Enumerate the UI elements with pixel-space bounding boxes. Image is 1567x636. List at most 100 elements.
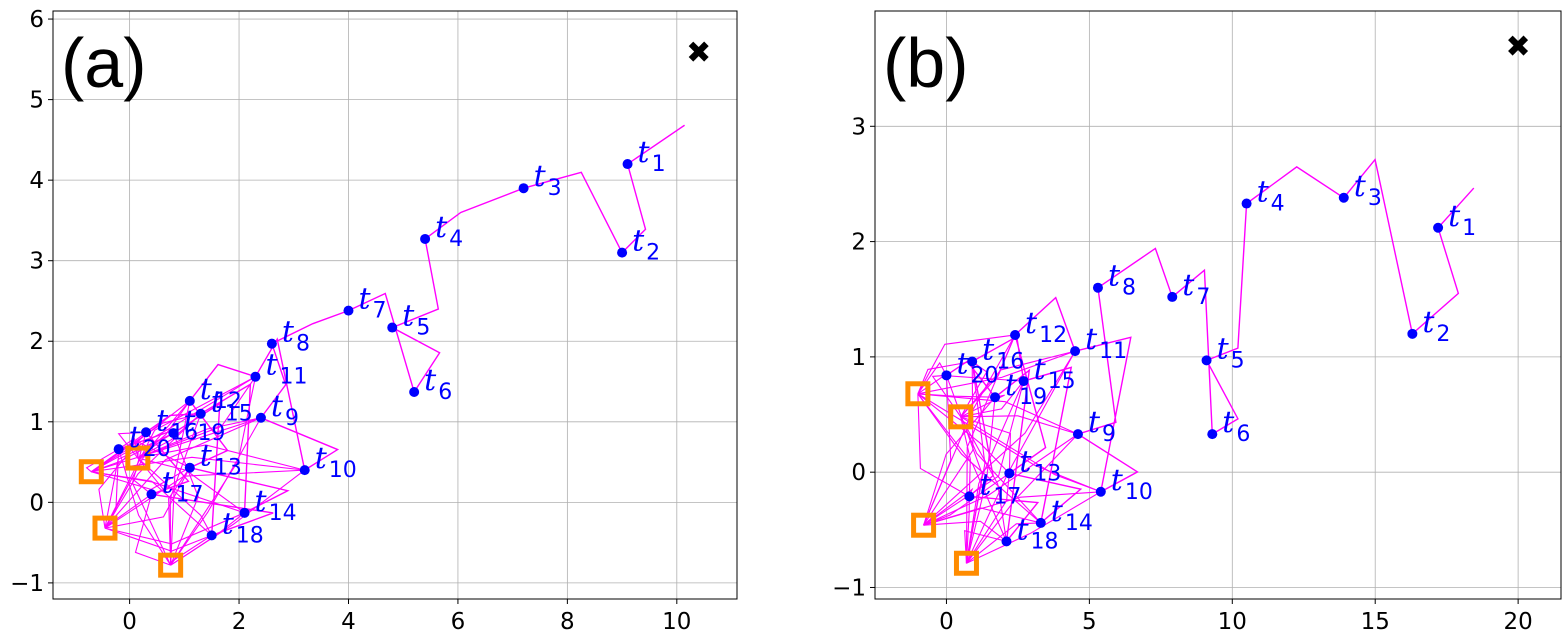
- trajectory-web-line: [965, 496, 970, 564]
- data-point: [420, 233, 431, 244]
- trajectory-web-line: [917, 393, 970, 497]
- trajectory-web-line: [917, 350, 1076, 395]
- trajectory-web-line: [170, 432, 199, 566]
- trajectory-web-line: [917, 334, 1016, 395]
- point-label: t7: [358, 282, 386, 324]
- point-label: t14: [1051, 494, 1093, 536]
- panel-letter: (a): [61, 24, 147, 102]
- data-point: [1018, 376, 1029, 387]
- trajectory-web-line: [965, 334, 1016, 564]
- point-label: t11: [265, 348, 307, 390]
- trajectory-web-line: [85, 448, 119, 473]
- data-point: [1092, 282, 1103, 293]
- trajectory-web-line: [923, 433, 1079, 526]
- trajectory-web-line: [923, 361, 974, 526]
- point-label: t7: [1182, 268, 1210, 310]
- x-tick-label: 8: [560, 609, 575, 635]
- x-tick-label: 5: [1082, 609, 1097, 635]
- point-label: t3: [1354, 169, 1382, 211]
- y-tick-label: 4: [29, 168, 44, 194]
- data-point: [1010, 329, 1021, 340]
- data-point: [146, 489, 157, 500]
- trajectory-web-line: [917, 393, 1102, 493]
- data-point: [1167, 291, 1178, 302]
- point-label: t17: [161, 465, 203, 507]
- trajectory-web-line: [170, 400, 191, 566]
- data-point: [1070, 346, 1081, 357]
- point-label: t15: [211, 385, 253, 427]
- data-point: [1201, 355, 1212, 366]
- y-tick-label: 3: [29, 249, 44, 275]
- point-label: t12: [1025, 306, 1067, 348]
- point-label: t18: [222, 506, 264, 548]
- x-tick-label: 0: [122, 609, 137, 635]
- trajectory-web-line: [960, 361, 988, 418]
- trajectory-web-line: [966, 473, 1010, 564]
- y-tick-label: −1: [832, 575, 866, 601]
- x-tick-label: 4: [341, 609, 356, 635]
- data-point: [266, 338, 277, 349]
- point-label: t3: [534, 159, 562, 201]
- point-label: t20: [956, 346, 998, 388]
- data-point: [1072, 429, 1083, 440]
- trajectory-web-line: [917, 393, 1007, 542]
- trajectory-web-line: [98, 431, 147, 529]
- x-tick-label: 10: [662, 609, 691, 635]
- point-label: t11: [1085, 322, 1127, 364]
- trajectory-web-line: [104, 493, 152, 529]
- point-label: t15: [1034, 352, 1076, 394]
- point-label: t4: [1257, 175, 1285, 217]
- trajectory-web-line: [923, 350, 1076, 526]
- y-tick-label: 2: [29, 329, 44, 355]
- trajectory-web-line: [137, 441, 191, 469]
- data-point: [1001, 536, 1012, 547]
- data-point: [1433, 222, 1444, 233]
- point-label: t8: [282, 315, 310, 357]
- start-square-marker: [948, 404, 974, 430]
- x-tick-label: 6: [451, 609, 466, 635]
- data-point: [518, 183, 529, 194]
- axes-frame: [52, 10, 738, 600]
- trajectory-web-line: [923, 380, 1025, 526]
- point-label: t14: [255, 484, 297, 526]
- trajectory-web-line: [966, 433, 1079, 564]
- trajectory-web-line: [170, 417, 262, 566]
- point-label: t10: [1111, 463, 1153, 505]
- data-point: [168, 428, 179, 439]
- start-square-marker: [125, 445, 151, 471]
- y-tick-label: 0: [29, 490, 44, 516]
- data-point: [1095, 486, 1106, 497]
- point-label: t20: [129, 420, 171, 462]
- trajectory-web-line: [966, 522, 1041, 564]
- target-cross-marker: ✖: [1506, 30, 1531, 65]
- start-square-marker: [78, 459, 104, 485]
- trajectory-web-line: [170, 376, 257, 566]
- data-point: [1035, 517, 1046, 528]
- point-label: t9: [271, 389, 299, 431]
- panel-letter: (b): [883, 24, 969, 102]
- trajectory-web-line: [90, 413, 201, 473]
- trajectory-web-line: [118, 449, 172, 566]
- trajectory-web-line: [923, 520, 1007, 542]
- data-point: [239, 507, 250, 518]
- point-label: t5: [402, 299, 430, 341]
- start-square-marker: [911, 512, 937, 538]
- trajectory-web-line: [118, 437, 139, 459]
- panel-b: 0 5 10 15 20 −1 0 1 2 3 (b) ✖ t1 t2 t3 t4 t5 t6 t7 t8 t9 t10 t…: [832, 10, 1562, 635]
- data-point: [990, 392, 1001, 403]
- x-tick-label: 15: [1361, 609, 1390, 635]
- point-label: t2: [632, 224, 660, 266]
- trajectory-web-line: [965, 397, 996, 564]
- data-point: [387, 322, 398, 333]
- y-tick-label: 6: [29, 7, 44, 33]
- point-label: t19: [183, 404, 225, 446]
- trajectory-web-line: [923, 507, 1041, 526]
- trajectory-web-line: [170, 512, 245, 566]
- point-label: t18: [1016, 512, 1058, 554]
- point-label: t8: [1108, 259, 1136, 301]
- trajectory-web-line: [104, 417, 262, 529]
- x-tick-label: 20: [1503, 609, 1532, 635]
- data-point: [299, 465, 310, 476]
- trajectory-web-line: [104, 376, 256, 529]
- point-label: t17: [979, 467, 1021, 509]
